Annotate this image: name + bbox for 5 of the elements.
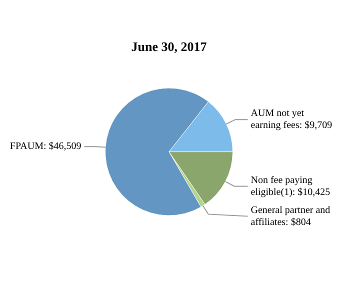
slice-label: General partner and affiliates: $804 — [250, 204, 330, 228]
chart-title: June 30, 2017 — [131, 39, 208, 54]
slice-label: AUM not yet earning fees: $9,709 — [250, 108, 332, 132]
slice-label: FPAUM: $46,509 — [10, 141, 82, 152]
slice-label: Non fee paying eligible(1): $10,425 — [250, 174, 330, 198]
